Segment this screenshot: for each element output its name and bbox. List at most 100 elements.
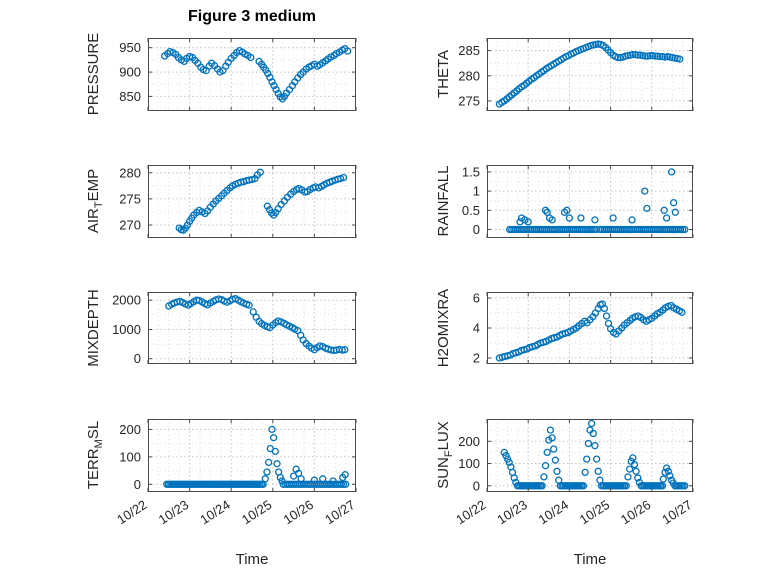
y-tick-label: 0 xyxy=(473,478,480,493)
subplot-theta: 275 280 285 xyxy=(458,38,694,111)
subplot-h2omixra: 2 4 6 xyxy=(473,291,694,366)
axis-ticks xyxy=(486,38,694,111)
scatter-points xyxy=(163,425,350,488)
x-tick-label: 10/26 xyxy=(618,497,653,527)
scatter-points xyxy=(160,45,352,103)
ylabel-theta: THETA xyxy=(435,4,453,144)
scatter-points xyxy=(495,300,686,362)
axes-box xyxy=(487,419,693,492)
ylabel-subscript: M xyxy=(93,439,105,449)
axis-ticks xyxy=(147,419,357,492)
y-tick-label: 285 xyxy=(458,43,480,58)
ylabel-text: LUX xyxy=(435,421,452,451)
x-tick-label: 10/27 xyxy=(322,497,357,527)
x-tick-label: 10/24 xyxy=(197,497,232,527)
axes-box xyxy=(148,419,356,492)
grid xyxy=(487,38,693,111)
axes-box xyxy=(148,165,356,238)
grid xyxy=(148,38,356,111)
subplot-rainfall: 0 0.5 1 1.5 xyxy=(462,164,694,238)
axis-ticks xyxy=(486,292,694,364)
subplot-terr-msl: 0 100 200 10/22 10/23 10/24 10/25 10/26 10/27 xyxy=(114,419,358,527)
x-tick-label: 10/23 xyxy=(156,497,191,527)
y-tick-label: 200 xyxy=(458,434,480,449)
subplot-sun-flux: 0 100 200 10/22 10/23 10/24 10/25 10/26 10/27 xyxy=(453,419,695,527)
y-tick-label: 950 xyxy=(119,40,141,55)
x-tick-label: 10/26 xyxy=(281,497,316,527)
ylabel-text: MIXDEPTH xyxy=(85,289,102,367)
ylabel-text: THETA xyxy=(435,49,452,99)
axis-ticks xyxy=(486,419,694,492)
x-tick-label: 10/27 xyxy=(659,497,694,527)
subplot-air-temp: 270 275 280 xyxy=(119,165,357,238)
ylabel-text: SUN xyxy=(435,457,452,489)
y-tick-label: 0 xyxy=(473,222,480,237)
x-tick-label: 10/25 xyxy=(577,497,612,527)
grid xyxy=(148,165,356,238)
y-tick-label: 280 xyxy=(458,68,480,83)
scatter-points xyxy=(495,40,684,108)
x-tick-label: 10/23 xyxy=(494,497,529,527)
y-tick-label: 200 xyxy=(119,422,141,437)
ylabel-pressure: PRESSURE xyxy=(85,4,103,144)
ylabel-mixdepth: MIXDEPTH xyxy=(85,258,103,398)
y-tick-label: 275 xyxy=(119,191,141,206)
x-tick-label: 10/25 xyxy=(239,497,274,527)
axis-ticks xyxy=(147,292,357,364)
ylabel-text: PRESSURE xyxy=(85,32,102,116)
ylabel-text: AIR xyxy=(85,208,102,234)
y-tick-label: 0.5 xyxy=(462,203,480,218)
y-tick-label: 1 xyxy=(473,184,480,199)
y-tick-label: 270 xyxy=(119,218,141,233)
ylabel-text: RAINFALL xyxy=(435,165,452,237)
scatter-points xyxy=(165,295,349,355)
grid xyxy=(487,419,693,492)
ylabel-subscript: F xyxy=(443,450,455,458)
grid xyxy=(487,292,693,364)
scatter-points xyxy=(500,419,689,490)
y-tick-label: 0 xyxy=(134,351,141,366)
y-tick-label: 2000 xyxy=(112,293,141,308)
y-tick-label: 2 xyxy=(473,351,480,366)
axes-box xyxy=(487,38,693,111)
scatter-points xyxy=(506,168,689,234)
ylabel-terr-msl: TERRMSL xyxy=(85,385,105,525)
x-tick-label: 10/22 xyxy=(453,497,488,527)
ylabel-h2omixra: H2OMIXRA xyxy=(435,258,453,398)
ylabel-text: TERR xyxy=(85,448,102,490)
ylabel-text: EMP xyxy=(85,168,102,202)
y-tick-label: 850 xyxy=(119,89,141,104)
y-tick-label: 275 xyxy=(458,93,480,108)
axis-ticks xyxy=(147,38,357,111)
y-tick-label: 1.5 xyxy=(462,164,480,179)
y-tick-label: 100 xyxy=(119,449,141,464)
ylabel-text: SL xyxy=(85,420,102,440)
y-tick-label: 900 xyxy=(119,65,141,80)
ylabel-text: H2OMIXRA xyxy=(435,288,452,368)
y-tick-label: 4 xyxy=(473,321,480,336)
axes-box xyxy=(148,38,356,111)
y-tick-label: 280 xyxy=(119,165,141,180)
axis-ticks xyxy=(147,165,357,238)
figure-title: Figure 3 medium xyxy=(187,8,317,25)
axes-box xyxy=(487,165,693,238)
x-tick-label: 10/24 xyxy=(536,497,571,527)
y-tick-label: 6 xyxy=(473,291,480,306)
ylabel-sun-flux: SUNFLUX xyxy=(435,385,455,525)
axes-box xyxy=(148,292,356,364)
subplot-mixdepth: 0 1000 2000 xyxy=(112,292,357,366)
ylabel-subscript: T xyxy=(93,201,105,209)
y-tick-label: 1000 xyxy=(112,322,141,337)
y-tick-label: 0 xyxy=(134,477,141,492)
axis-ticks xyxy=(486,165,694,238)
x-tick-label: 10/22 xyxy=(114,497,149,527)
xlabel-time-left: Time xyxy=(235,551,269,568)
ylabel-rainfall: RAINFALL xyxy=(435,131,453,271)
grid xyxy=(487,165,693,238)
scatter-points xyxy=(175,168,348,234)
subplot-pressure: 850 900 950 xyxy=(119,38,357,111)
ylabel-air-temp: AIRTEMP xyxy=(85,131,105,271)
xlabel-time-right: Time xyxy=(573,551,607,568)
y-tick-label: 100 xyxy=(458,456,480,471)
